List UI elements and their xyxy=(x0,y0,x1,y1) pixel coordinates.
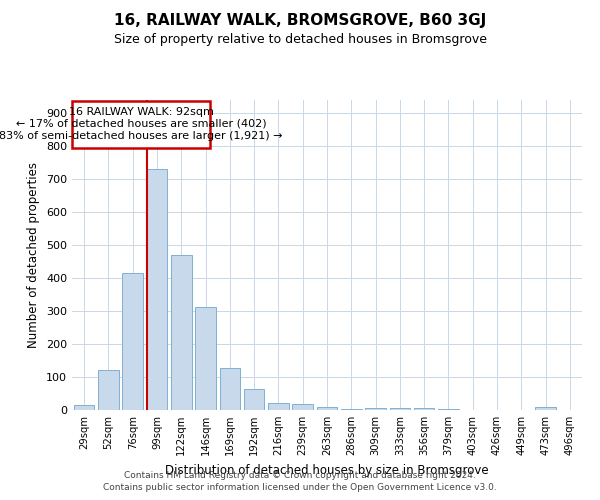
FancyBboxPatch shape xyxy=(72,100,211,148)
Bar xyxy=(365,408,386,410)
Bar xyxy=(414,408,434,410)
Bar xyxy=(317,408,337,410)
Text: 83% of semi-detached houses are larger (1,921) →: 83% of semi-detached houses are larger (… xyxy=(0,132,283,141)
Text: ← 17% of detached houses are smaller (402): ← 17% of detached houses are smaller (40… xyxy=(16,118,266,128)
Bar xyxy=(74,405,94,410)
Bar xyxy=(122,273,143,410)
X-axis label: Distribution of detached houses by size in Bromsgrove: Distribution of detached houses by size … xyxy=(165,464,489,476)
Bar xyxy=(244,388,265,410)
Text: 16, RAILWAY WALK, BROMSGROVE, B60 3GJ: 16, RAILWAY WALK, BROMSGROVE, B60 3GJ xyxy=(114,12,486,28)
Bar xyxy=(171,255,191,410)
Text: Size of property relative to detached houses in Bromsgrove: Size of property relative to detached ho… xyxy=(113,32,487,46)
Bar xyxy=(535,408,556,410)
Bar xyxy=(220,368,240,410)
Bar xyxy=(146,170,167,410)
Bar xyxy=(389,408,410,410)
Bar xyxy=(98,370,119,410)
Bar xyxy=(292,404,313,410)
Y-axis label: Number of detached properties: Number of detached properties xyxy=(28,162,40,348)
Bar xyxy=(268,402,289,410)
Bar xyxy=(195,307,216,410)
Text: 16 RAILWAY WALK: 92sqm: 16 RAILWAY WALK: 92sqm xyxy=(69,106,214,117)
Text: Contains HM Land Registry data © Crown copyright and database right 2024.
Contai: Contains HM Land Registry data © Crown c… xyxy=(103,471,497,492)
